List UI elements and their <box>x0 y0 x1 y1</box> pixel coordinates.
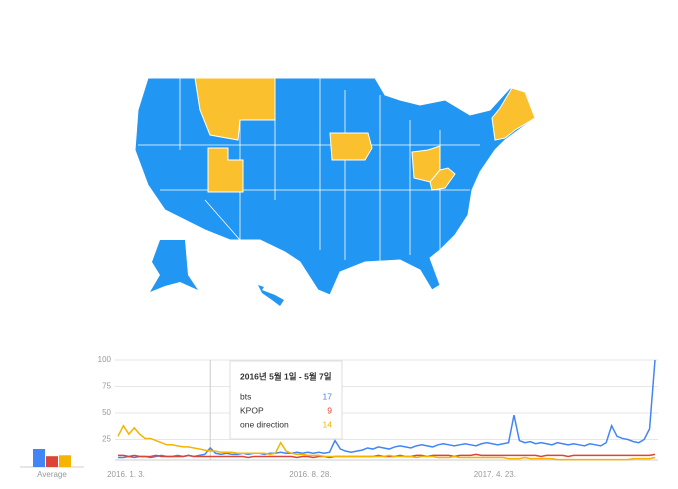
average-label: Average <box>37 470 67 479</box>
state-west-virginia <box>429 167 456 191</box>
state-new-england <box>491 87 536 141</box>
tooltip-title: 2016년 5월 1일 - 5월 7일 <box>240 371 332 381</box>
tooltip-value: 9 <box>327 405 332 415</box>
contiguous-states <box>134 77 536 296</box>
series-line <box>117 424 656 461</box>
tooltip-box <box>229 360 343 440</box>
series-line <box>118 359 656 459</box>
tooltip-name: bts <box>240 391 251 401</box>
x-tick-label: 2016. 8. 28. <box>289 470 331 479</box>
y-tick-label: 50 <box>102 408 111 417</box>
x-tick-label: 2016. 1. 3. <box>107 470 145 479</box>
state-hawaii <box>258 285 284 306</box>
y-tick-label: 25 <box>102 435 111 444</box>
state-alaska <box>150 240 198 292</box>
tooltip-value: 17 <box>323 391 333 401</box>
y-tick-label: 75 <box>102 382 111 391</box>
state-utah <box>207 147 244 193</box>
average-bar <box>59 455 71 467</box>
tooltip-value: 14 <box>323 419 333 429</box>
line-chart: 25 50 75 100 2016. 1. 3. 2016. 8. 28. 2017. 4.… <box>20 355 658 479</box>
average-bar <box>46 456 58 467</box>
tooltip: 2016년 5월 1일 - 5월 7일 bts 17 KPOP 9 one directi… <box>229 360 343 440</box>
state-borders <box>138 78 480 262</box>
tooltip-name: KPOP <box>240 405 264 415</box>
x-tick-label: 2017. 4. 23. <box>474 470 516 479</box>
state-iowa <box>329 132 373 161</box>
tooltip-name: one direction <box>240 419 289 429</box>
average-bar <box>33 449 45 467</box>
y-tick-label: 100 <box>98 355 112 364</box>
state-montana <box>194 77 276 141</box>
us-map <box>134 77 536 306</box>
